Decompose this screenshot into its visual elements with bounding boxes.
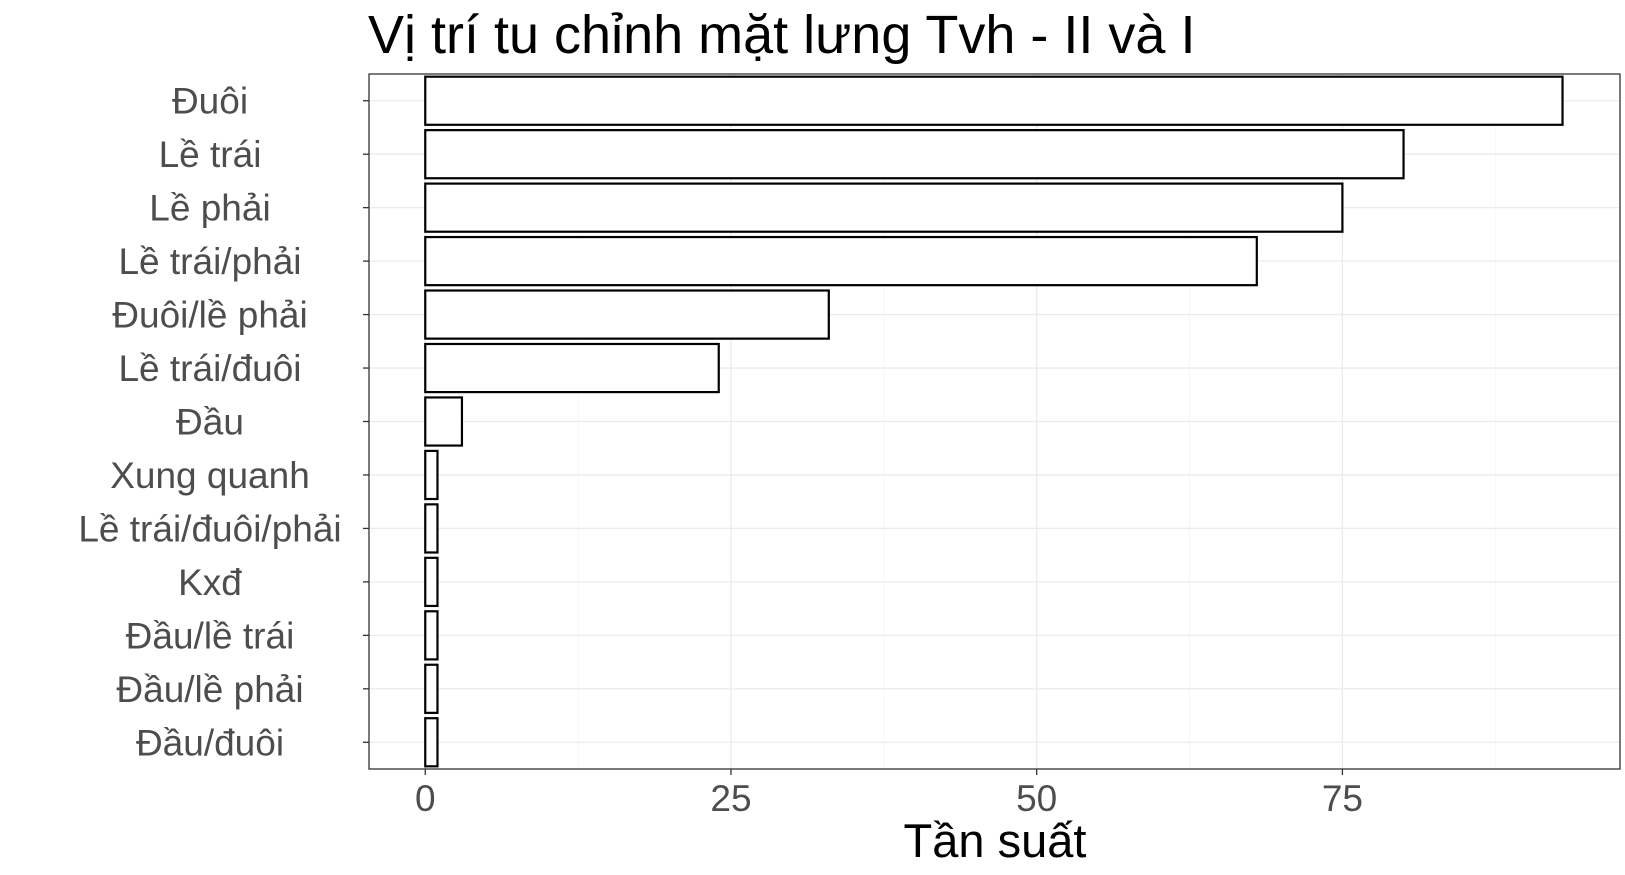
y-tick-label: Đầu/lề phải — [116, 669, 303, 710]
y-tick-label: Lề phải — [149, 188, 270, 229]
bar — [424, 182, 1344, 233]
x-axis: 0 25 50 75 — [415, 769, 1363, 819]
bar — [424, 129, 1405, 180]
bar — [424, 556, 439, 608]
y-axis: Đuôi Lề trái Lề phải Lề trái/phải Đuôi/lề ph… — [78, 81, 369, 763]
y-tick-label: Lề trái/đuôi/phải — [78, 508, 341, 549]
bar — [424, 235, 1258, 287]
x-tick-label: 50 — [1016, 778, 1057, 819]
y-tick-label: Đầu/lề trái — [126, 615, 295, 656]
x-axis-title: Tần suất — [904, 814, 1087, 867]
y-tick-label: Đuôi — [172, 81, 248, 122]
y-tick-label: Đuôi/lề phải — [112, 295, 307, 336]
bar — [424, 610, 439, 661]
y-tick-label: Lề trái/phải — [118, 241, 301, 282]
y-tick-label: Đầu — [176, 402, 244, 443]
bar — [424, 449, 439, 501]
y-tick-label: Đầu/đuôi — [136, 722, 284, 763]
y-tick-label: Lề trái — [159, 134, 262, 175]
bar — [424, 289, 830, 340]
x-tick-label: 25 — [710, 778, 751, 819]
plot-panel-border — [368, 73, 1621, 770]
bar — [424, 717, 439, 768]
chart-title: Vị trí tu chỉnh mặt lưng Tvh - II và I — [368, 5, 1195, 65]
bar — [424, 396, 464, 447]
bars — [424, 75, 1564, 768]
bar — [424, 342, 720, 394]
x-tick-label: 75 — [1322, 778, 1363, 819]
y-tick-label: Lề trái/đuôi — [118, 348, 301, 389]
x-tick-label: 0 — [415, 778, 436, 819]
y-tick-label: Xung quanh — [110, 455, 310, 496]
bar — [424, 503, 439, 554]
bar — [424, 663, 439, 714]
y-tick-label: Kxđ — [178, 562, 242, 603]
bar — [424, 75, 1564, 126]
